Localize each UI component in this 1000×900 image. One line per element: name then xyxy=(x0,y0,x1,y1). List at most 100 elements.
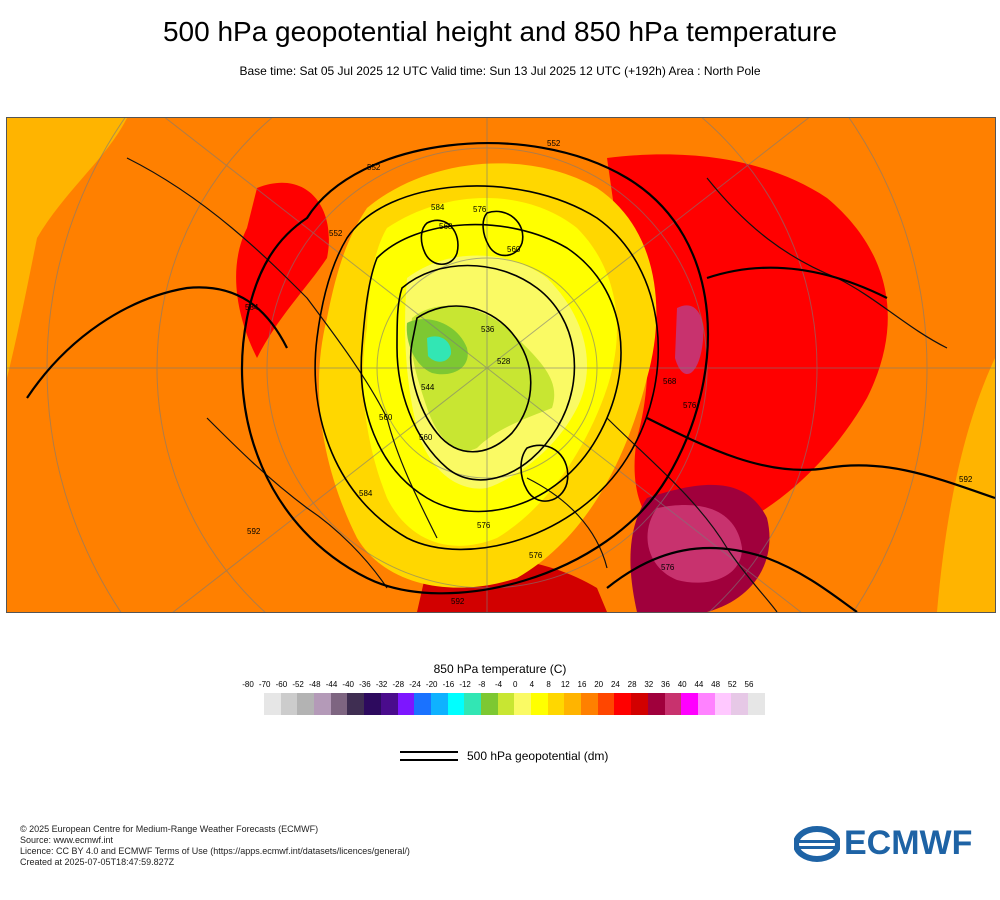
contour-label: 592 xyxy=(247,527,261,536)
legend-tick-label: -36 xyxy=(359,680,371,689)
ecmwf-logo: ECMWF xyxy=(793,824,984,862)
legend-tick-label: -44 xyxy=(325,680,338,689)
legend-swatch xyxy=(614,693,632,715)
legend-tick-label: 24 xyxy=(610,680,620,689)
temp-field-purple-east xyxy=(647,504,742,583)
legend-swatch xyxy=(430,693,448,715)
contour-label: 584 xyxy=(245,303,259,312)
legend-swatch xyxy=(330,693,348,715)
legend-tick-label: 56 xyxy=(744,680,754,689)
legend-tick-label: 48 xyxy=(711,680,721,689)
legend-tick-label: 8 xyxy=(546,680,551,689)
contour-label: 544 xyxy=(421,383,435,392)
legend-swatch xyxy=(364,693,381,715)
legend-tick-label: 40 xyxy=(677,680,687,689)
legend-swatch xyxy=(564,693,582,715)
map-title: 500 hPa geopotential height and 850 hPa … xyxy=(162,16,838,47)
legend-swatch xyxy=(414,693,431,715)
contour-label: 528 xyxy=(497,357,511,366)
legend-swatch xyxy=(380,693,398,715)
legend-swatch xyxy=(547,693,565,715)
legend-tick-label: -24 xyxy=(409,680,421,689)
line-sample-icon xyxy=(400,751,458,767)
legend-color-bar xyxy=(264,693,765,715)
legend-title: 850 hPa temperature (C) xyxy=(433,662,567,676)
contour-label-group: 552 584 576 568 560 552 552 584 576 576 … xyxy=(245,139,973,606)
credit-line: Created at 2025-07-05T18:47:59.827Z xyxy=(20,857,175,867)
credit-line: Source: www.ecmwf.int xyxy=(20,835,114,845)
contour-label: 592 xyxy=(451,597,465,606)
legend-tick-label: -60 xyxy=(275,680,288,689)
legend-tick-label: 16 xyxy=(577,680,587,689)
legend-tick-label: 52 xyxy=(727,680,737,689)
legend-swatch xyxy=(497,693,515,715)
legend-tick-label: 28 xyxy=(627,680,637,689)
contour-label: 576 xyxy=(683,401,697,410)
contour-label: 576 xyxy=(661,563,675,572)
contour-label: 536 xyxy=(481,325,495,334)
legend-swatch xyxy=(280,693,298,715)
legend-tick-label: -80 xyxy=(242,680,254,689)
logo-text: ECMWF xyxy=(844,824,973,862)
coastlines xyxy=(126,157,948,612)
legend-swatch xyxy=(747,693,765,715)
legend-swatch xyxy=(514,693,531,715)
legend-swatch xyxy=(731,693,748,715)
contour-label: 576 xyxy=(477,521,491,530)
contour-label: 576 xyxy=(529,551,543,560)
legend-swatch xyxy=(664,693,682,715)
legend-swatch xyxy=(347,693,365,715)
legend-tick-label: 12 xyxy=(560,680,570,689)
legend-swatch xyxy=(714,693,732,715)
contour-label: 584 xyxy=(359,489,373,498)
map-subtitle: Base time: Sat 05 Jul 2025 12 UTC Valid … xyxy=(239,64,761,78)
legend-tick-label: 36 xyxy=(661,680,670,689)
credits: © 2025 European Centre for Medium-Range … xyxy=(20,824,410,868)
legend-tick-label: -48 xyxy=(309,680,321,689)
contour-label: 568 xyxy=(439,222,453,231)
legend-tick-label: 20 xyxy=(594,680,604,689)
map-canvas: 552 584 576 568 560 552 552 584 576 576 … xyxy=(7,118,995,612)
legend-swatch xyxy=(464,693,481,715)
legend-swatch xyxy=(314,693,331,715)
temp-field-purple-small xyxy=(675,305,704,375)
legend-tick-label: -12 xyxy=(459,680,471,689)
legend-swatch xyxy=(297,693,315,715)
legend-swatch xyxy=(647,693,665,715)
credit-line: Licence: CC BY 4.0 and ECMWF Terms of Us… xyxy=(20,846,410,856)
legend-swatch xyxy=(631,693,648,715)
contour-label: 592 xyxy=(959,475,973,484)
contour-label: 560 xyxy=(379,413,393,422)
weather-map: 552 584 576 568 560 552 552 584 576 576 … xyxy=(6,117,996,613)
legend-swatch xyxy=(480,693,498,715)
legend-swatch xyxy=(264,693,281,715)
contour-label: 584 xyxy=(431,203,445,212)
legend-tick-label: -20 xyxy=(425,680,438,689)
legend-tick-label: 32 xyxy=(644,680,654,689)
legend-swatch xyxy=(681,693,698,715)
temp-field-minus8 xyxy=(427,336,452,362)
legend-tick-label: -40 xyxy=(342,680,354,689)
legend-tick-label: -8 xyxy=(478,680,486,689)
legend-swatch xyxy=(447,693,465,715)
contour-label: 552 xyxy=(329,229,343,238)
credit-line: © 2025 European Centre for Medium-Range … xyxy=(20,824,319,834)
line-legend-label: 500 hPa geopotential (dm) xyxy=(467,749,609,763)
legend-tick-label: -52 xyxy=(292,680,304,689)
legend-swatch xyxy=(531,693,548,715)
temp-field-red-east xyxy=(607,154,888,540)
legend-tick-label: -32 xyxy=(375,680,388,689)
contour-label: 552 xyxy=(547,139,561,148)
legend-tick-label: -28 xyxy=(392,680,405,689)
contour-label: 560 xyxy=(507,245,521,254)
contour-label: 552 xyxy=(367,163,381,172)
ecmwf-logo-icon xyxy=(793,826,841,862)
legend-swatch xyxy=(697,693,715,715)
temp-field-20-east xyxy=(937,358,995,612)
legend-tick-label: 0 xyxy=(512,680,518,689)
legend-swatch xyxy=(597,693,615,715)
contour-label: 568 xyxy=(663,377,677,386)
legend-tick-label: 44 xyxy=(694,680,704,689)
legend-tick-label: -4 xyxy=(494,680,503,689)
contour-label: 560 xyxy=(419,433,433,442)
